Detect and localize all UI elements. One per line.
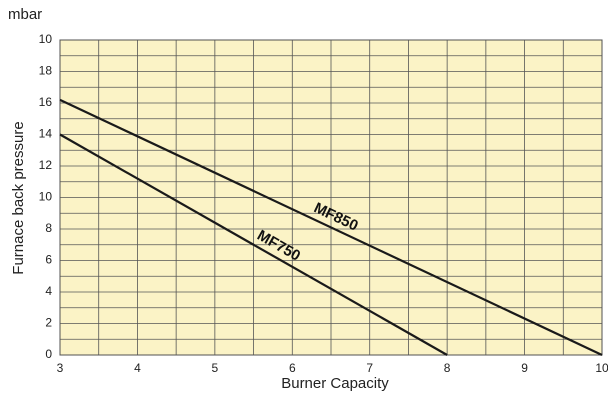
y-tick-label: 16: [39, 95, 53, 109]
y-tick-label: 4: [45, 284, 52, 298]
unit-label: mbar: [8, 6, 42, 23]
y-tick-label: 12: [39, 158, 53, 172]
x-tick-label: 8: [444, 361, 451, 375]
series-line: [59, 133, 448, 356]
x-tick-label: 7: [366, 361, 373, 375]
y-tick-label: 18: [39, 64, 53, 78]
y-tick-label: 2: [45, 316, 52, 330]
x-tick-label: 5: [212, 361, 219, 375]
y-tick-label: 8: [45, 221, 52, 235]
series-line: [59, 98, 603, 356]
x-tick-label: 3: [57, 361, 64, 375]
y-tick-label: 0: [45, 347, 52, 361]
y-tick-label: 14: [39, 127, 53, 141]
y-tick-label: 10: [39, 190, 53, 204]
y-axis-title: Furnace back pressure: [10, 121, 27, 274]
x-tick-label: 4: [134, 361, 141, 375]
x-tick-label: 10: [595, 361, 608, 375]
x-tick-label: 6: [289, 361, 296, 375]
y-tick-label: 6: [45, 253, 52, 267]
x-tick-label: 9: [521, 361, 528, 375]
y-tick-label: 10: [39, 32, 53, 46]
x-axis-title: Burner Capacity: [281, 375, 389, 392]
